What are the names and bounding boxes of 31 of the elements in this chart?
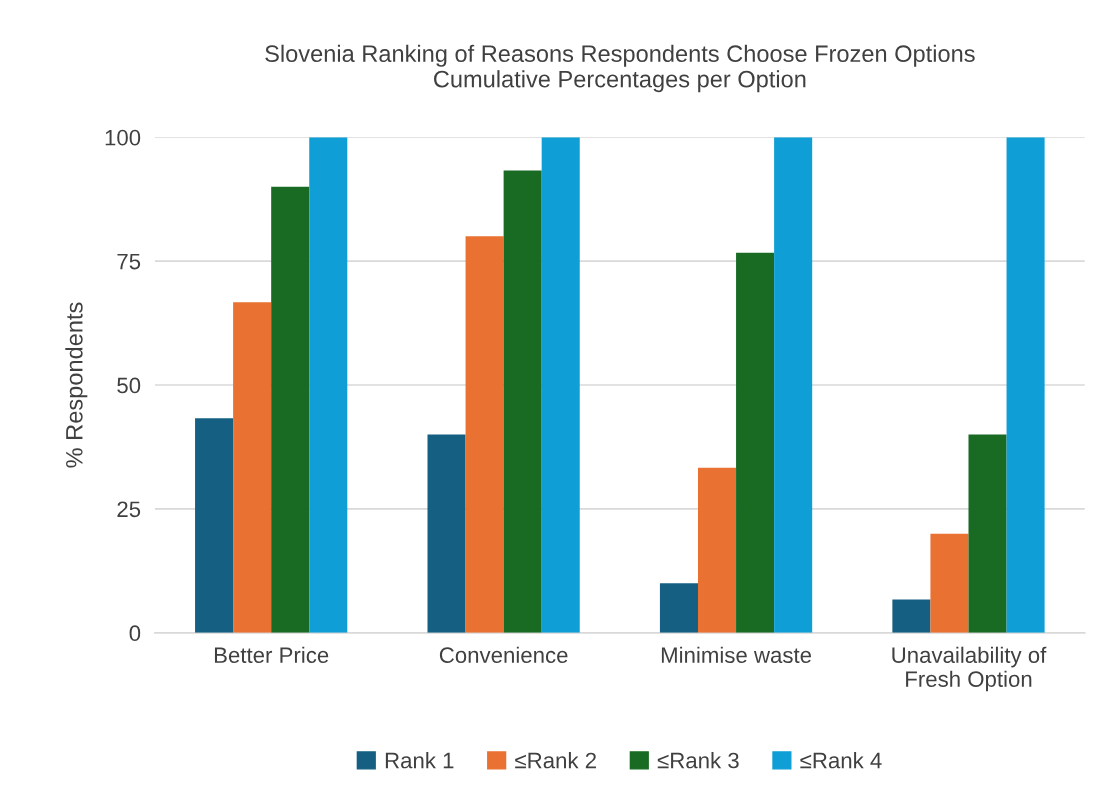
legend-label: ≤Rank 2 xyxy=(515,752,596,769)
bar xyxy=(465,236,504,633)
legend-label: ≤Rank 4 xyxy=(800,752,882,769)
bar xyxy=(968,434,1007,633)
x-tick-label: Unavailability of Fresh Option xyxy=(892,646,1047,692)
y-axis-title: % Respondents xyxy=(65,302,88,468)
bar xyxy=(309,137,348,633)
bar xyxy=(503,170,542,633)
bar xyxy=(697,467,737,633)
x-tick-label: Convenience xyxy=(439,646,568,664)
y-tick-label: 25 xyxy=(117,501,141,518)
bar xyxy=(930,533,969,633)
bar xyxy=(233,302,272,633)
bar xyxy=(271,186,310,633)
bar xyxy=(659,583,698,633)
y-tick-label: 50 xyxy=(117,377,141,394)
bar xyxy=(195,418,234,633)
bar xyxy=(1006,137,1045,633)
bar xyxy=(774,137,813,633)
legend-label: ≤Rank 3 xyxy=(657,752,739,769)
chart-title: Slovenia Ranking of Reasons Respondents Choose Frozen Options Cumulative Percentages per Option xyxy=(265,44,975,93)
y-tick-label: 0 xyxy=(129,625,141,642)
bar xyxy=(736,252,775,633)
x-tick-label: Better Price xyxy=(214,646,329,664)
legend-label: Rank 1 xyxy=(385,752,454,769)
bar xyxy=(427,434,466,633)
y-tick-label: 75 xyxy=(117,253,141,270)
x-tick-label: Minimise waste xyxy=(661,646,812,664)
y-tick-label: 100 xyxy=(105,129,141,146)
bar xyxy=(541,137,580,633)
bar xyxy=(892,599,931,633)
